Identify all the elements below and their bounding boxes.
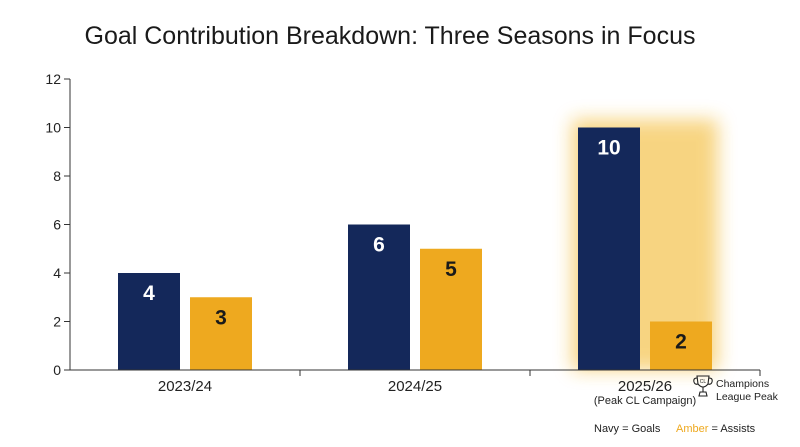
y-tick-label: 10 [45, 120, 61, 136]
x-tick-label: 2023/24 [158, 378, 212, 395]
plot-area: 0 2 4 6 8 10 12 4 3 2023/24 6 5 2024/25 10 2 2025/26(Pe… [45, 71, 761, 407]
annotation-line-1: Champions [716, 378, 769, 390]
legend-goals: Navy = Goals [594, 423, 661, 435]
data-label-goals: 4 [143, 282, 155, 305]
y-tick-label: 2 [53, 314, 61, 330]
y-tick-label: 12 [45, 71, 61, 87]
x-tick-sublabel: (Peak CL Campaign) [594, 395, 696, 407]
legend: Navy = Goals Amber = Assists [594, 423, 756, 435]
trophy-icon: CL [693, 375, 713, 397]
bar-assists [420, 248, 482, 370]
legend-amber-word: Amber [676, 423, 709, 435]
annotation-line-2: League Peak [716, 391, 779, 403]
data-label-assists: 5 [445, 258, 457, 281]
data-label-goals: 6 [373, 234, 385, 257]
data-label-assists: 3 [215, 306, 227, 329]
bar-assists [650, 321, 712, 370]
y-tick-label: 4 [53, 265, 61, 281]
data-label-assists: 2 [675, 331, 687, 354]
bar-goals [348, 224, 410, 370]
y-tick-label: 0 [53, 362, 61, 378]
y-tick-label: 8 [53, 168, 61, 184]
chart-title: Goal Contribution Breakdown: Three Seaso… [85, 22, 696, 50]
legend-assists-rest: = Assists [708, 423, 755, 435]
bar-assists [190, 297, 252, 370]
annotation-champions-league: CL Champions League Peak [693, 375, 779, 403]
y-tick-label: 6 [53, 217, 61, 233]
x-tick-label: 2024/25 [388, 378, 442, 395]
data-label-goals: 10 [597, 137, 620, 160]
legend-assists: Amber = Assists [676, 423, 756, 435]
svg-text:CL: CL [700, 379, 707, 385]
bar-goals [118, 273, 180, 370]
x-tick-label: 2025/26 [618, 378, 672, 395]
bar-goals [578, 127, 640, 370]
